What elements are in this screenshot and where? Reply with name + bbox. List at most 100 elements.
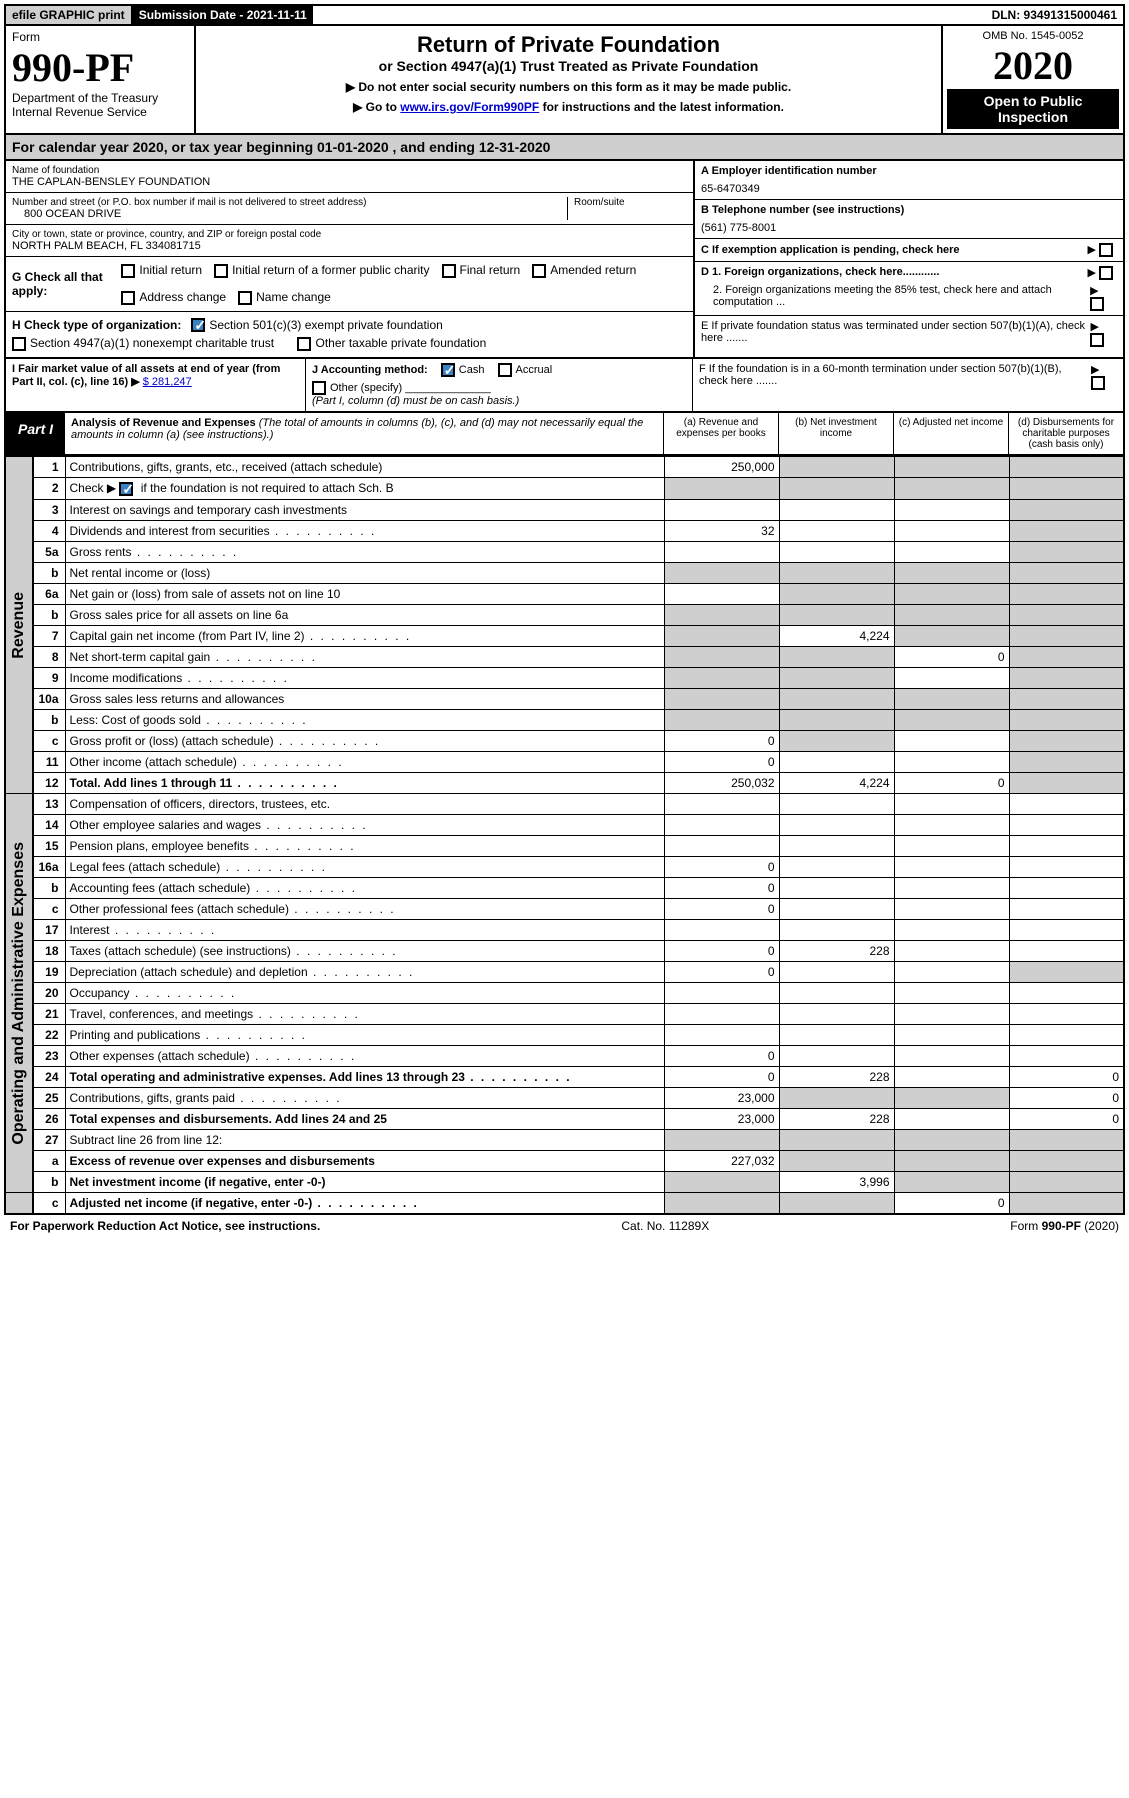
j-note: (Part I, column (d) must be on cash basi… xyxy=(312,395,686,407)
ein-cell: A Employer identification number 65-6470… xyxy=(695,161,1123,200)
part1-header: Part I Analysis of Revenue and Expenses … xyxy=(4,413,1125,456)
footer-mid: Cat. No. 11289X xyxy=(621,1219,709,1233)
row27a-desc: Excess of revenue over expenses and disb… xyxy=(65,1151,664,1172)
phone: (561) 775-8001 xyxy=(701,222,1117,234)
row10a-num: 10a xyxy=(33,689,65,710)
row24-desc: Total operating and administrative expen… xyxy=(65,1067,664,1088)
row16a-desc: Legal fees (attach schedule) xyxy=(65,857,664,878)
row16c-a: 0 xyxy=(664,899,779,920)
form-title: Return of Private Foundation xyxy=(202,32,935,58)
g-row: G Check all that apply: Initial return I… xyxy=(6,257,693,312)
d-cell: D 1. Foreign organizations, check here..… xyxy=(695,262,1123,316)
col-a-hdr: (a) Revenue and expenses per books xyxy=(663,413,778,454)
e-check[interactable]: ▶ xyxy=(1090,320,1117,347)
row12-num: 12 xyxy=(33,773,65,794)
d1-label: D 1. Foreign organizations, check here..… xyxy=(701,266,939,280)
part1-desc: Analysis of Revenue and Expenses (The to… xyxy=(65,413,663,454)
d1-check[interactable]: ▶ xyxy=(1087,266,1117,280)
part1-table: Revenue 1Contributions, gifts, grants, e… xyxy=(4,456,1125,1215)
row14-num: 14 xyxy=(33,815,65,836)
j-cash[interactable]: Cash xyxy=(441,364,485,376)
g-opt-final[interactable]: Final return xyxy=(442,263,521,278)
footer-right: Form 990-PF (2020) xyxy=(1010,1219,1119,1233)
d2-label: 2. Foreign organizations meeting the 85%… xyxy=(701,284,1090,311)
row12-c: 0 xyxy=(894,773,1009,794)
row6b-num: b xyxy=(33,605,65,626)
h-opt-501c3[interactable]: Section 501(c)(3) exempt private foundat… xyxy=(191,318,442,333)
row23-desc: Other expenses (attach schedule) xyxy=(65,1046,664,1067)
row26-num: 26 xyxy=(33,1109,65,1130)
f-check[interactable]: ▶ xyxy=(1091,363,1117,407)
dln: DLN: 93491315000461 xyxy=(986,6,1123,24)
row2-desc: Check ▶ if the foundation is not require… xyxy=(65,478,664,500)
row26-desc: Total expenses and disbursements. Add li… xyxy=(65,1109,664,1130)
row8-desc: Net short-term capital gain xyxy=(65,647,664,668)
form-link[interactable]: www.irs.gov/Form990PF xyxy=(400,100,539,114)
col-d-hdr: (d) Disbursements for charitable purpose… xyxy=(1008,413,1123,454)
row1-a: 250,000 xyxy=(664,457,779,478)
c-label: C If exemption application is pending, c… xyxy=(701,244,960,256)
j-label: J Accounting method: xyxy=(312,364,428,376)
g-opt-initial-public[interactable]: Initial return of a former public charit… xyxy=(214,263,429,278)
row5a-desc: Gross rents xyxy=(65,542,664,563)
row2-num: 2 xyxy=(33,478,65,500)
h-opt-other[interactable]: Other taxable private foundation xyxy=(297,336,486,350)
foundation-name-cell: Name of foundation THE CAPLAN-BENSLEY FO… xyxy=(6,161,693,193)
f-cell: F If the foundation is in a 60-month ter… xyxy=(693,359,1123,411)
row23-num: 23 xyxy=(33,1046,65,1067)
row22-num: 22 xyxy=(33,1025,65,1046)
row4-a: 32 xyxy=(664,521,779,542)
row27b-num: b xyxy=(33,1172,65,1193)
row24-b: 228 xyxy=(779,1067,894,1088)
row16b-a: 0 xyxy=(664,878,779,899)
row15-desc: Pension plans, employee benefits xyxy=(65,836,664,857)
c-check[interactable]: ▶ xyxy=(1087,243,1117,257)
row27-desc: Subtract line 26 from line 12: xyxy=(65,1130,664,1151)
g-opt-initial[interactable]: Initial return xyxy=(121,263,202,278)
row16c-num: c xyxy=(33,899,65,920)
a-label: A Employer identification number xyxy=(701,165,1117,177)
i-cell: I Fair market value of all assets at end… xyxy=(6,359,306,411)
row27-num: 27 xyxy=(33,1130,65,1151)
f-label: F If the foundation is in a 60-month ter… xyxy=(699,363,1091,407)
row5b-desc: Net rental income or (loss) xyxy=(65,563,664,584)
row26-d: 0 xyxy=(1009,1109,1124,1130)
foundation-name: THE CAPLAN-BENSLEY FOUNDATION xyxy=(12,176,687,188)
room-label: Room/suite xyxy=(574,197,687,208)
d2-check[interactable]: ▶ xyxy=(1090,284,1117,311)
row27b-b: 3,996 xyxy=(779,1172,894,1193)
row10c-a: 0 xyxy=(664,731,779,752)
g-opt-address[interactable]: Address change xyxy=(121,290,226,305)
info-grid: Name of foundation THE CAPLAN-BENSLEY FO… xyxy=(4,161,1125,359)
form-number: 990-PF xyxy=(12,44,188,91)
revenue-side: Revenue xyxy=(10,592,28,659)
name-label: Name of foundation xyxy=(12,165,687,176)
submission-date: Submission Date - 2021-11-11 xyxy=(133,6,313,24)
col-b-hdr: (b) Net investment income xyxy=(778,413,893,454)
row2-check[interactable] xyxy=(119,482,133,496)
h-opt-4947[interactable]: Section 4947(a)(1) nonexempt charitable … xyxy=(12,336,274,350)
expenses-side: Operating and Administrative Expenses xyxy=(10,842,28,1145)
instr-2: ▶ Go to www.irs.gov/Form990PF for instru… xyxy=(202,100,935,114)
form-subtitle: or Section 4947(a)(1) Trust Treated as P… xyxy=(202,58,935,74)
row5b-num: b xyxy=(33,563,65,584)
ijf-row: I Fair market value of all assets at end… xyxy=(4,359,1125,413)
g-opt-amended[interactable]: Amended return xyxy=(532,263,636,278)
header-right: OMB No. 1545-0052 2020 Open to Public In… xyxy=(943,26,1123,133)
e-label: E If private foundation status was termi… xyxy=(701,320,1090,347)
j-other[interactable]: Other (specify) ______________ xyxy=(312,381,686,395)
row17-desc: Interest xyxy=(65,920,664,941)
row10b-desc: Less: Cost of goods sold xyxy=(65,710,664,731)
h-row: H Check type of organization: Section 50… xyxy=(6,312,693,358)
g-label: G Check all that apply: xyxy=(12,270,111,298)
row13-desc: Compensation of officers, directors, tru… xyxy=(65,794,664,815)
row12-b: 4,224 xyxy=(779,773,894,794)
row9-num: 9 xyxy=(33,668,65,689)
address: 800 OCEAN DRIVE xyxy=(12,208,567,220)
j-accrual[interactable]: Accrual xyxy=(498,364,553,376)
row4-desc: Dividends and interest from securities xyxy=(65,521,664,542)
g-opt-name[interactable]: Name change xyxy=(238,290,331,305)
header-mid: Return of Private Foundation or Section … xyxy=(196,26,943,133)
form-word: Form xyxy=(12,30,188,44)
instr-1: ▶ Do not enter social security numbers o… xyxy=(202,80,935,94)
